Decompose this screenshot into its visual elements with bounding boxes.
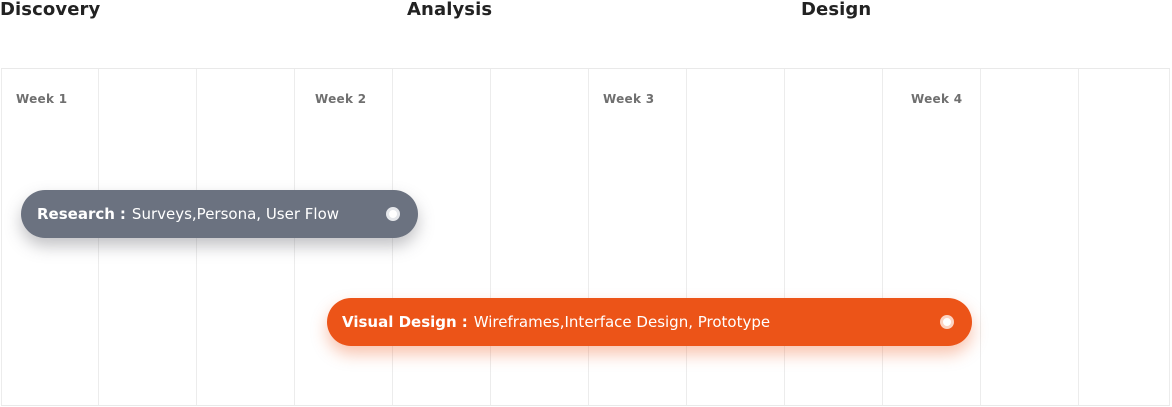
phase-title-design: Design [801,0,872,20]
grid-column-line [1,69,2,405]
grid-column-line [588,69,589,405]
grid-column-line [882,69,883,405]
week-label-3: Week 3 [603,92,655,106]
task-detail: Surveys,Persona, User Flow [131,205,340,223]
phase-title-analysis: Analysis [407,0,493,20]
grid-column-line [784,69,785,405]
week-label-4: Week 4 [911,92,963,106]
grid-column-line [686,69,687,405]
week-label-2: Week 2 [315,92,367,106]
task-handle-icon[interactable] [940,315,954,329]
grid-column-line [1078,69,1079,405]
grid-column-line [490,69,491,405]
task-bar-research[interactable]: Research : Surveys,Persona, User Flow [21,190,418,238]
task-label: Visual Design [342,313,457,331]
phase-title-discovery: Discovery [0,0,101,20]
grid-column-line [1169,69,1170,405]
task-bar-visual-design[interactable]: Visual Design : Wireframes,Interface Des… [327,298,972,346]
task-separator: : [461,313,468,331]
grid-column-line [980,69,981,405]
task-separator: : [119,205,126,223]
week-label-1: Week 1 [16,92,68,106]
task-detail: Wireframes,Interface Design, Prototype [473,313,771,331]
task-label: Research [37,205,115,223]
task-handle-icon[interactable] [386,207,400,221]
